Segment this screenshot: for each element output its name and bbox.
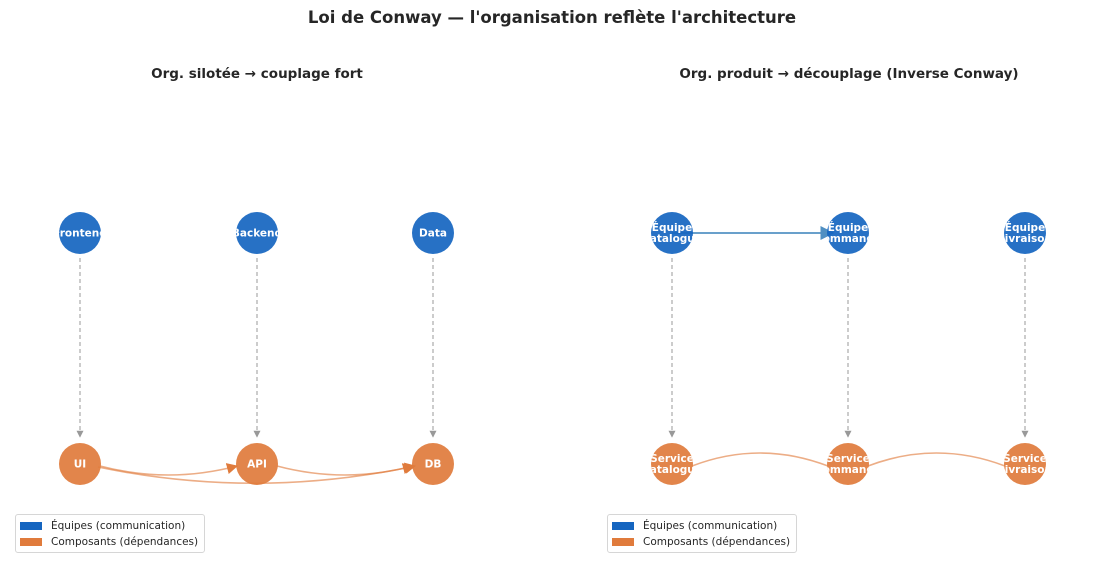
component-node-ui: UI xyxy=(59,443,101,485)
component-circle xyxy=(1004,443,1046,485)
component-circle xyxy=(59,443,101,485)
component-circle xyxy=(236,443,278,485)
team-node-equipe-commande: Équipe Commande xyxy=(815,212,881,254)
component-label: API xyxy=(247,459,267,471)
legend-label-components: Composants (dépendances) xyxy=(643,536,791,548)
component-dependency-edge xyxy=(276,463,415,476)
legend-swatch-components xyxy=(20,538,42,546)
legend-siloed: Équipes (communication) Composants (dépe… xyxy=(15,514,206,553)
team-label: Data xyxy=(419,228,447,240)
component-label: Service Livraison xyxy=(998,453,1052,476)
component-dependency-edge xyxy=(867,452,1006,467)
team-node-data: Data xyxy=(412,212,454,254)
component-label: DB xyxy=(425,459,442,471)
legend-item-teams: Équipes (communication) xyxy=(612,518,790,534)
component-node-service-commande: Service Commande xyxy=(815,443,881,485)
panel-title-product: Org. produit → découplage (Inverse Conwa… xyxy=(679,66,1019,82)
legend-swatch-teams xyxy=(20,522,42,530)
legend-label-components: Composants (dépendances) xyxy=(51,536,199,548)
team-label: Équipe Catalogue xyxy=(642,221,702,245)
team-circle xyxy=(827,212,869,254)
legend-swatch-components xyxy=(612,538,634,546)
legend-label-teams: Équipes (communication) xyxy=(643,520,778,532)
component-node-api: API xyxy=(236,443,278,485)
component-label: Service Catalogue xyxy=(642,453,702,476)
component-label: Service Commande xyxy=(815,453,881,476)
legend-label-teams: Équipes (communication) xyxy=(51,520,186,532)
team-node-equipe-livraison: Équipe Livraison xyxy=(998,212,1052,254)
team-node-equipe-catalogue: Équipe Catalogue xyxy=(642,212,702,254)
team-circle xyxy=(412,212,454,254)
team-circle xyxy=(59,212,101,254)
legend-item-components: Composants (dépendances) xyxy=(20,534,198,550)
team-circle xyxy=(651,212,693,254)
panel-title-siloed: Org. silotée → couplage fort xyxy=(151,66,363,82)
team-circle xyxy=(236,212,278,254)
component-circle xyxy=(412,443,454,485)
team-node-backend: Backend xyxy=(232,212,282,254)
team-label: Équipe Livraison xyxy=(998,221,1052,245)
component-label: UI xyxy=(74,459,86,471)
legend-product: Équipes (communication) Composants (dépe… xyxy=(607,514,798,553)
figure-title: Loi de Conway — l'organisation reflète l… xyxy=(307,8,797,27)
team-node-frontend: Frontend xyxy=(53,212,107,254)
team-label: Frontend xyxy=(53,228,107,240)
component-node-db: DB xyxy=(412,443,454,485)
team-label: Backend xyxy=(232,228,282,240)
team-circle xyxy=(1004,212,1046,254)
legend-item-components: Composants (dépendances) xyxy=(612,534,790,550)
legend-item-teams: Équipes (communication) xyxy=(20,518,198,534)
component-dependency-edge xyxy=(99,463,239,476)
component-circle xyxy=(651,443,693,485)
legend-swatch-teams xyxy=(612,522,634,530)
component-node-service-catalogue: Service Catalogue xyxy=(642,443,702,485)
component-circle xyxy=(827,443,869,485)
component-node-service-livraison: Service Livraison xyxy=(998,443,1052,485)
component-dependency-edge xyxy=(691,452,829,467)
team-label: Équipe Commande xyxy=(815,221,881,245)
